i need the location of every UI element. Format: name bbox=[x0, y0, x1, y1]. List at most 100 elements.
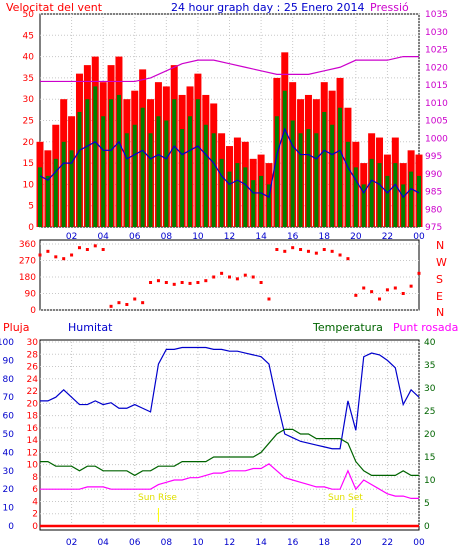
wind-speed-bar bbox=[132, 124, 137, 227]
wind-speed-bar bbox=[227, 171, 232, 227]
wind-speed-bar bbox=[322, 111, 327, 227]
wind-average-line bbox=[39, 127, 420, 199]
wind-x-tick-label: 20 bbox=[350, 232, 362, 242]
wind-speed-tick-label: 20 bbox=[23, 138, 35, 148]
direction-point bbox=[385, 288, 389, 292]
direction-point bbox=[77, 246, 81, 250]
rain-tick-label: 30 bbox=[27, 338, 39, 348]
pressure-tick-label: 1025 bbox=[425, 46, 448, 56]
wind-speed-tick-label: 45 bbox=[23, 31, 34, 41]
compass-label-e: E bbox=[436, 290, 443, 303]
wind-speed-bar bbox=[330, 124, 335, 227]
direction-point bbox=[228, 275, 231, 279]
direction-point bbox=[322, 248, 326, 251]
rain-tick-label: 20 bbox=[27, 399, 39, 409]
direction-point bbox=[291, 246, 295, 250]
direction-point bbox=[141, 301, 145, 305]
rain-tick-label: 8 bbox=[32, 473, 38, 483]
direction-point bbox=[93, 244, 97, 248]
wind-speed-bar bbox=[290, 120, 295, 227]
direction-point bbox=[38, 253, 42, 257]
direction-point bbox=[101, 248, 105, 251]
wind-speed-bar bbox=[109, 99, 114, 227]
temperature-tick-label: 10 bbox=[424, 476, 436, 486]
wind-speed-bar bbox=[124, 133, 129, 227]
direction-point bbox=[85, 248, 89, 251]
wind-speed-tick-label: 35 bbox=[23, 74, 34, 84]
temperature-axis-title: Temperatura bbox=[312, 321, 383, 334]
humidity-tick-label: 0 bbox=[8, 522, 14, 532]
temperature-tick-label: 0 bbox=[424, 522, 430, 532]
pressure-tick-label: 1020 bbox=[425, 63, 448, 73]
rain-tick-label: 0 bbox=[32, 522, 38, 532]
wind-x-tick-label: 00 bbox=[413, 232, 425, 242]
wind-x-tick-label: 16 bbox=[287, 232, 299, 242]
direction-point bbox=[235, 277, 239, 281]
wind-speed-bar bbox=[306, 129, 311, 227]
direction-point bbox=[401, 292, 405, 295]
wind-speed-bar bbox=[77, 111, 82, 227]
dewpoint-line bbox=[40, 463, 419, 499]
humidity-x-tick-label: 02 bbox=[66, 538, 77, 548]
direction-point bbox=[338, 253, 342, 257]
rain-tick-label: 14 bbox=[27, 436, 39, 446]
wind-speed-tick-label: 50 bbox=[23, 10, 35, 20]
humidity-line bbox=[40, 346, 420, 450]
wind-speed-bar bbox=[38, 167, 42, 227]
pressure-tick-label: 1005 bbox=[425, 117, 448, 127]
humidity-x-tick-label: 20 bbox=[350, 538, 362, 548]
wind-speed-tick-label: 0 bbox=[28, 223, 34, 233]
direction-point bbox=[117, 301, 121, 305]
wind-speed-bar bbox=[314, 133, 319, 227]
wind-speed-tick-label: 10 bbox=[23, 180, 35, 190]
wind-speed-bar bbox=[361, 184, 366, 227]
wind-x-tick-label: 06 bbox=[129, 232, 141, 242]
humidity-tick-label: 70 bbox=[3, 393, 15, 403]
pressure-line bbox=[40, 55, 419, 83]
sunrise-label: Sun Rise bbox=[138, 493, 177, 503]
direction-point bbox=[275, 248, 279, 251]
humidity-tick-label: 30 bbox=[3, 467, 15, 477]
wind-speed-bar bbox=[282, 90, 287, 228]
rain-axis-title: Pluja bbox=[3, 321, 29, 334]
wind-speed-bar bbox=[266, 184, 271, 227]
humidity-panel-grid bbox=[40, 341, 420, 527]
direction-points-layer bbox=[38, 244, 421, 308]
direction-point bbox=[70, 253, 74, 257]
direction-point bbox=[314, 251, 318, 255]
wind-speed-bar bbox=[156, 116, 161, 227]
wind-series-layer bbox=[36, 52, 423, 228]
pressure-tick-label: 980 bbox=[425, 205, 442, 215]
wind-x-tick-label: 22 bbox=[382, 232, 393, 242]
wind-speed-bar bbox=[345, 141, 350, 227]
sunset-label: Sun Set bbox=[328, 493, 363, 503]
wind-speed-bar bbox=[101, 116, 106, 227]
pressure-tick-label: 1000 bbox=[425, 134, 448, 144]
wind-speed-bar bbox=[180, 129, 185, 227]
wind-speed-bar bbox=[259, 175, 264, 227]
wind-speed-bar bbox=[172, 99, 177, 227]
wind-speed-bar bbox=[61, 141, 66, 227]
compass-label-n-bottom: N bbox=[436, 306, 444, 319]
humidity-x-tick-label: 14 bbox=[255, 538, 267, 548]
direction-point bbox=[267, 297, 271, 301]
direction-point bbox=[164, 281, 168, 284]
direction-point bbox=[196, 281, 200, 284]
compass-label-n-top: N bbox=[436, 239, 444, 252]
direction-point bbox=[204, 279, 208, 283]
temperature-tick-label: 30 bbox=[424, 384, 436, 394]
wind-x-tick-label: 18 bbox=[319, 232, 331, 242]
direction-point bbox=[133, 297, 137, 301]
humidity-x-tick-label: 18 bbox=[319, 538, 331, 548]
wind-speed-bar bbox=[393, 163, 398, 227]
wind-speed-tick-label: 25 bbox=[23, 117, 34, 127]
humidity-x-tick-label: 10 bbox=[192, 538, 204, 548]
wind-speed-tick-label: 5 bbox=[28, 202, 34, 212]
wind-speed-bar bbox=[93, 86, 98, 227]
wind-speed-bar bbox=[203, 124, 208, 227]
humidity-x-tick-label: 08 bbox=[161, 538, 173, 548]
direction-point bbox=[180, 281, 184, 284]
direction-point bbox=[62, 257, 66, 261]
direction-point bbox=[212, 275, 216, 279]
wind-speed-bar bbox=[211, 133, 216, 227]
